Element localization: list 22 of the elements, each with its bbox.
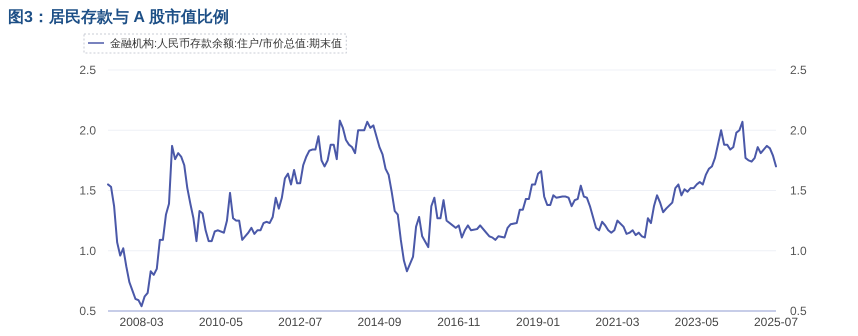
- x-tick-label: 2014-09: [357, 315, 402, 329]
- y2-tick-label: 1.0: [790, 244, 808, 258]
- y-tick-label: 1.0: [79, 244, 96, 258]
- y2-tick-label: 0.5: [790, 304, 808, 318]
- x-tick-label: 2016-11: [437, 315, 481, 329]
- legend-label: 金融机构:人民币存款余额:住户/市价总值:期末值: [110, 37, 342, 50]
- x-tick-label: 2010-05: [198, 315, 244, 329]
- x-tick-label: 2025-07: [754, 315, 798, 329]
- y-tick-label: 2.5: [79, 63, 96, 77]
- x-tick-label: 2023-05: [674, 315, 720, 329]
- chart-title: 图3：居民存款与 A 股市值比例: [8, 8, 229, 26]
- x-tick-label: 2012-07: [278, 315, 323, 329]
- y2-tick-label: 2.5: [790, 63, 808, 77]
- x-tick-label: 2019-01: [516, 315, 560, 329]
- y2-tick-label: 2.0: [790, 123, 808, 138]
- x-tick-label: 2008-03: [120, 315, 164, 329]
- y-tick-label: 1.5: [79, 184, 96, 198]
- legend: 金融机构:人民币存款余额:住户/市价总值:期末值: [84, 34, 347, 54]
- y2-tick-label: 1.5: [790, 184, 808, 198]
- y-tick-label: 0.5: [79, 304, 96, 318]
- y-tick-label: 2.0: [79, 123, 96, 138]
- x-tick-label: 2021-03: [595, 315, 640, 329]
